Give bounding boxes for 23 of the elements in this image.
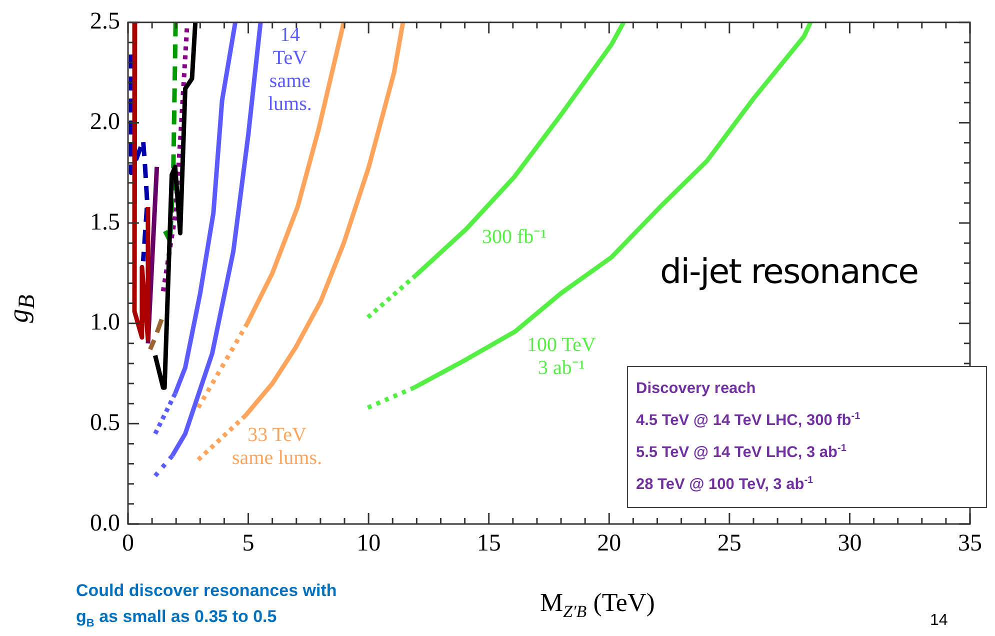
x-tick-label: 25 [717,530,742,557]
x-tick-label: 10 [356,530,381,557]
x-tick-label: 20 [597,530,622,557]
y-tick-label: 0.5 [90,410,120,436]
annotation: 33 TeV same lums. [232,424,322,470]
y-tick-label: 2.0 [90,109,120,136]
annotation: di-jet resonance [660,252,918,292]
text: Could discover resonances with g$_{B}$ as small as 0.35 to 0.5 [76,580,337,630]
x-axis-title: M$_{Z′B}$ (TeV) [540,588,655,622]
x-tick-label: 35 [958,530,982,557]
y-tick-label: 1.5 [90,209,120,236]
text: 14 [930,612,948,630]
x-tick-label: 15 [476,530,501,557]
annotation: 300 fb⁻¹ [482,226,547,249]
annotation: 14 TeV same lums. [268,24,312,116]
x-tick-label: 5 [242,530,254,557]
x-tick-label: 0 [122,530,134,557]
y-tick-label: 1.0 [90,310,120,336]
x-tick-label: 30 [838,530,862,557]
text-box: Discovery reach 4.5 TeV @ 14 TeV LHC, 300 fb$^{-1}$ 5.5 TeV @ 14 TeV LHC, 3 ab$^{-1}$ 28 TeV @ 100 TeV, 3 ab$^{-1}$ [627,366,987,508]
annotation: 100 TeV 3 ab⁻¹ [527,334,596,380]
y-tick-label: 0.0 [90,510,120,536]
y-tick-label: 2.5 [90,8,120,35]
